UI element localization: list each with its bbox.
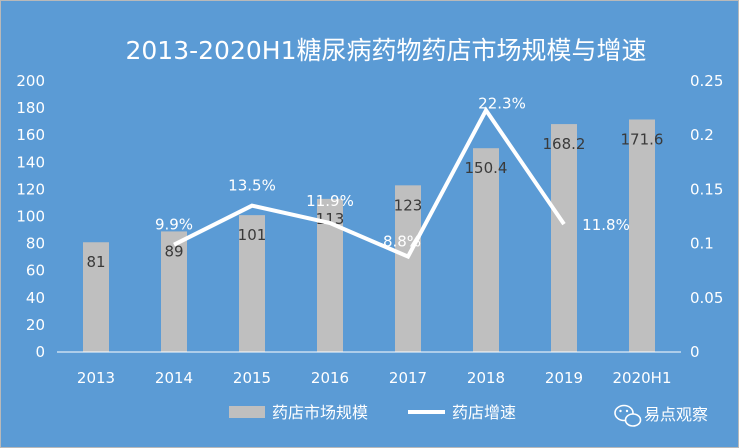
left-tick-label: 40 bbox=[26, 289, 45, 307]
bar-2013 bbox=[83, 242, 109, 352]
line-series bbox=[173, 106, 566, 260]
bar-2015 bbox=[239, 215, 265, 352]
left-tick-label: 80 bbox=[26, 235, 45, 253]
category-label: 2013 bbox=[77, 369, 115, 387]
chart-title: 2013-2020H1糖尿病药物药店市场规模与增速 bbox=[126, 36, 647, 65]
bar-data-label: 89 bbox=[164, 242, 183, 260]
wechat-icon bbox=[614, 404, 642, 427]
left-tick-label: 160 bbox=[16, 126, 45, 144]
legend-label-line: 药店增速 bbox=[452, 403, 516, 422]
right-tick-label: 0.2 bbox=[690, 126, 714, 144]
growth-data-label: 8.8% bbox=[383, 233, 421, 251]
left-tick-label: 120 bbox=[16, 180, 45, 198]
left-tick-label: 20 bbox=[26, 316, 45, 334]
bar-2020H1 bbox=[629, 119, 655, 353]
category-label: 2018 bbox=[467, 369, 505, 387]
right-tick-label: 0.25 bbox=[690, 72, 723, 90]
category-label: 2016 bbox=[311, 369, 349, 387]
left-tick-label: 140 bbox=[16, 153, 45, 171]
right-tick-label: 0 bbox=[690, 343, 700, 361]
bar-data-label: 81 bbox=[86, 253, 105, 271]
category-label: 2015 bbox=[233, 369, 271, 387]
category-axis-labels: 2013 2014 2015 2016 2017 2018 2019 2020H1 bbox=[77, 369, 672, 387]
bar-data-label: 168.2 bbox=[543, 135, 586, 153]
growth-data-label: 11.9% bbox=[306, 192, 354, 210]
left-tick-label: 100 bbox=[16, 208, 45, 226]
growth-data-label: 11.8% bbox=[582, 216, 630, 234]
legend-swatch-bar bbox=[229, 406, 265, 418]
left-axis: 0 20 40 60 80 100 120 140 160 180 200 bbox=[16, 72, 45, 361]
category-label: 2019 bbox=[545, 369, 583, 387]
right-tick-label: 0.1 bbox=[690, 235, 714, 253]
bar-data-label: 101 bbox=[238, 226, 267, 244]
category-label: 2014 bbox=[155, 369, 193, 387]
bar-2018 bbox=[473, 148, 499, 352]
bar-data-label: 171.6 bbox=[621, 130, 664, 148]
bar-2014 bbox=[161, 231, 187, 352]
left-tick-label: 200 bbox=[16, 72, 45, 90]
bar-2019 bbox=[551, 124, 577, 353]
watermark: 易点观察 bbox=[614, 404, 708, 427]
category-label: 2017 bbox=[389, 369, 427, 387]
growth-data-label: 9.9% bbox=[155, 216, 193, 234]
bar-data-label: 123 bbox=[394, 196, 423, 214]
growth-line bbox=[173, 106, 566, 260]
left-tick-label: 0 bbox=[35, 343, 45, 361]
growth-data-label: 22.3% bbox=[478, 94, 526, 112]
bar-2017 bbox=[395, 185, 421, 352]
left-tick-label: 60 bbox=[26, 262, 45, 280]
watermark-text: 易点观察 bbox=[644, 405, 708, 424]
growth-data-label: 13.5% bbox=[228, 177, 276, 195]
bar-data-label: 150.4 bbox=[465, 159, 508, 177]
line-data-labels: 9.9% 13.5% 11.9% 8.8% 22.3% 11.8% bbox=[155, 94, 630, 250]
right-tick-label: 0.05 bbox=[690, 289, 723, 307]
legend: 药店市场规模 药店增速 bbox=[229, 403, 516, 422]
right-axis: 0 0.05 0.1 0.15 0.2 0.25 bbox=[690, 72, 723, 361]
right-tick-label: 0.15 bbox=[690, 180, 723, 198]
category-label: 2020H1 bbox=[613, 369, 672, 387]
legend-label-bar: 药店市场规模 bbox=[272, 403, 368, 422]
left-tick-label: 180 bbox=[16, 99, 45, 117]
